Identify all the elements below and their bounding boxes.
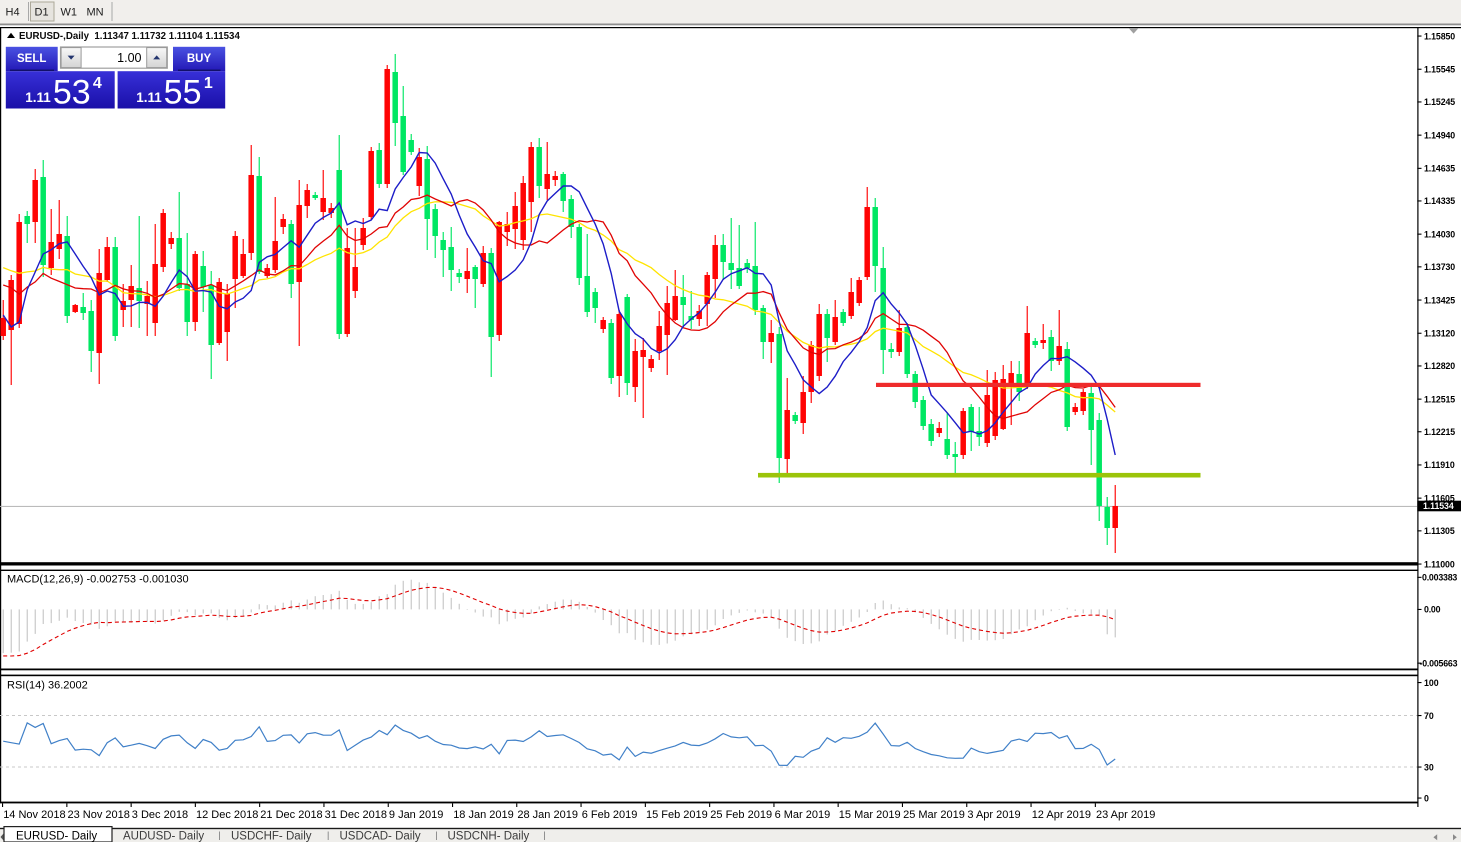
svg-text:25 Feb 2019: 25 Feb 2019 — [710, 809, 772, 821]
svg-text:6 Feb 2019: 6 Feb 2019 — [582, 809, 638, 821]
svg-text:D1: D1 — [35, 7, 49, 19]
svg-text:MACD(12,26,9) -0.002753 -0.001: MACD(12,26,9) -0.002753 -0.001030 — [7, 574, 189, 586]
svg-text:100: 100 — [1424, 678, 1439, 688]
svg-text:1.12820: 1.12820 — [1424, 361, 1455, 371]
svg-text:1.15245: 1.15245 — [1424, 97, 1455, 107]
svg-text:1.13425: 1.13425 — [1424, 295, 1455, 305]
svg-text:3 Apr 2019: 3 Apr 2019 — [967, 809, 1020, 821]
svg-text:H4: H4 — [6, 7, 20, 19]
svg-text:SELL: SELL — [17, 53, 46, 65]
svg-text:1.11: 1.11 — [25, 90, 51, 105]
svg-text:EURUSD- Daily: EURUSD- Daily — [16, 831, 97, 842]
svg-text:1.13120: 1.13120 — [1424, 329, 1455, 339]
svg-text:USDCAD- Daily: USDCAD- Daily — [340, 831, 421, 842]
svg-text:1: 1 — [204, 75, 213, 92]
svg-text:1.11000: 1.11000 — [1424, 559, 1455, 569]
svg-text:1.00: 1.00 — [117, 51, 141, 65]
svg-text:0.00: 0.00 — [1424, 605, 1441, 615]
svg-text:1.11: 1.11 — [136, 90, 162, 105]
svg-text:0: 0 — [1424, 793, 1429, 803]
svg-text:MN: MN — [87, 7, 104, 19]
svg-text:USDCNH- Daily: USDCNH- Daily — [448, 831, 530, 842]
svg-text:1.14030: 1.14030 — [1424, 229, 1455, 239]
svg-text:23 Nov 2018: 23 Nov 2018 — [68, 809, 130, 821]
svg-text:BUY: BUY — [187, 53, 212, 65]
svg-text:-0.005663: -0.005663 — [1420, 658, 1458, 668]
svg-text:1.14335: 1.14335 — [1424, 196, 1455, 206]
svg-text:W1: W1 — [61, 7, 78, 19]
svg-text:0.003383: 0.003383 — [1422, 573, 1457, 583]
svg-text:12 Dec 2018: 12 Dec 2018 — [196, 809, 258, 821]
svg-text:1.14635: 1.14635 — [1424, 164, 1455, 174]
svg-text:1.11910: 1.11910 — [1424, 460, 1455, 470]
svg-text:1.13730: 1.13730 — [1424, 262, 1455, 272]
svg-text:15 Mar 2019: 15 Mar 2019 — [839, 809, 901, 821]
svg-text:53: 53 — [53, 73, 91, 111]
svg-text:3 Dec 2018: 3 Dec 2018 — [132, 809, 188, 821]
svg-text:1.11605: 1.11605 — [1424, 493, 1455, 503]
svg-text:4: 4 — [93, 75, 102, 92]
svg-text:1.15850: 1.15850 — [1424, 31, 1455, 41]
svg-text:EURUSD-,Daily 1.11347 1.11732: EURUSD-,Daily 1.11347 1.11732 1.11104 1.… — [19, 31, 240, 42]
svg-text:1.12215: 1.12215 — [1424, 427, 1455, 437]
svg-text:15 Feb 2019: 15 Feb 2019 — [646, 809, 708, 821]
svg-text:9 Jan 2019: 9 Jan 2019 — [389, 809, 443, 821]
svg-text:28 Jan 2019: 28 Jan 2019 — [517, 809, 578, 821]
svg-text:55: 55 — [164, 73, 202, 111]
svg-text:12 Apr 2019: 12 Apr 2019 — [1032, 809, 1091, 821]
svg-text:USDCHF- Daily: USDCHF- Daily — [231, 831, 312, 842]
svg-text:70: 70 — [1424, 711, 1434, 721]
svg-text:1.15545: 1.15545 — [1424, 65, 1455, 75]
svg-text:31 Dec 2018: 31 Dec 2018 — [325, 809, 387, 821]
svg-text:18 Jan 2019: 18 Jan 2019 — [453, 809, 514, 821]
svg-text:AUDUSD- Daily: AUDUSD- Daily — [123, 831, 204, 842]
svg-text:RSI(14) 36.2002: RSI(14) 36.2002 — [7, 680, 88, 692]
svg-text:1.11305: 1.11305 — [1424, 526, 1455, 536]
svg-text:30: 30 — [1424, 762, 1434, 772]
svg-text:1.14940: 1.14940 — [1424, 130, 1455, 140]
svg-text:14 Nov 2018: 14 Nov 2018 — [3, 809, 65, 821]
svg-text:25 Mar 2019: 25 Mar 2019 — [903, 809, 965, 821]
svg-text:6 Mar 2019: 6 Mar 2019 — [775, 809, 831, 821]
svg-text:1.11534: 1.11534 — [1423, 501, 1454, 511]
svg-text:1.12515: 1.12515 — [1424, 394, 1455, 404]
svg-text:21 Dec 2018: 21 Dec 2018 — [260, 809, 322, 821]
svg-text:23 Apr 2019: 23 Apr 2019 — [1096, 809, 1155, 821]
